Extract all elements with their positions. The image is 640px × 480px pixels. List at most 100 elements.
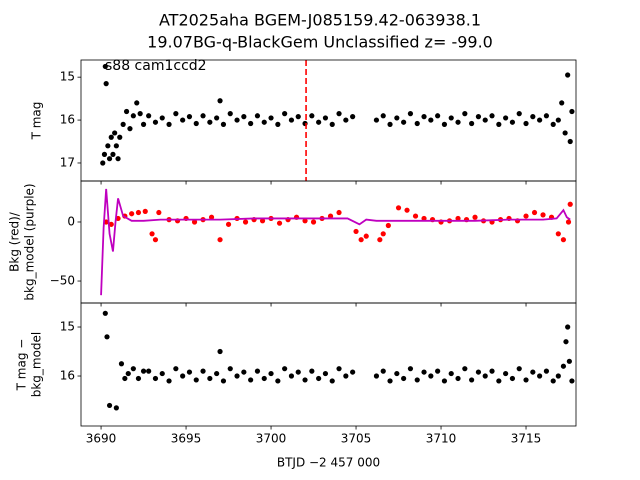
point xyxy=(377,237,383,243)
y-tick-label: 15 xyxy=(60,70,75,84)
point xyxy=(193,120,199,127)
point xyxy=(380,113,386,119)
point xyxy=(259,218,266,224)
point xyxy=(523,213,529,219)
point xyxy=(380,368,386,374)
point xyxy=(118,361,125,367)
point xyxy=(275,378,281,384)
point xyxy=(401,119,407,125)
point xyxy=(146,368,152,374)
y-tick-label: −50 xyxy=(50,274,75,288)
point xyxy=(555,231,561,237)
point xyxy=(566,358,572,364)
point xyxy=(302,218,308,224)
point xyxy=(261,375,267,382)
point xyxy=(394,370,400,377)
point xyxy=(130,366,136,372)
point xyxy=(242,219,249,225)
point xyxy=(309,368,315,374)
plot-area xyxy=(102,310,575,411)
y-axis-label: T mag − xyxy=(15,339,29,392)
point xyxy=(503,115,509,121)
point xyxy=(227,366,233,372)
point xyxy=(166,378,172,384)
point xyxy=(129,211,135,217)
y-axis-label: T mag xyxy=(30,102,44,141)
point xyxy=(353,228,359,235)
point xyxy=(316,375,322,382)
point xyxy=(336,366,342,372)
point xyxy=(329,121,335,127)
point xyxy=(120,121,126,127)
point xyxy=(343,117,349,123)
point xyxy=(102,63,108,70)
point xyxy=(555,373,561,379)
point xyxy=(217,98,223,104)
point xyxy=(186,114,193,120)
point xyxy=(441,121,448,127)
point xyxy=(455,375,461,382)
point xyxy=(207,375,213,382)
point xyxy=(482,117,488,123)
point xyxy=(482,373,488,379)
x-axis-label: BTJD −2 457 000 xyxy=(277,456,380,470)
point xyxy=(395,205,402,211)
point xyxy=(248,377,254,383)
point xyxy=(225,221,232,227)
point xyxy=(217,237,223,243)
chart-subtitle: 19.07BG-q-BlackGem Unclassified z= -99.0 xyxy=(147,33,493,52)
point xyxy=(469,377,475,383)
point xyxy=(309,113,315,119)
x-tick-label: 3690 xyxy=(86,432,117,446)
point xyxy=(288,117,295,123)
plot-area xyxy=(100,60,575,181)
point xyxy=(101,151,108,157)
point xyxy=(412,213,419,219)
point xyxy=(503,370,509,377)
point xyxy=(562,130,568,136)
point xyxy=(227,111,233,117)
point xyxy=(103,80,109,87)
point xyxy=(302,120,308,127)
point xyxy=(385,222,391,229)
point xyxy=(241,114,247,120)
point xyxy=(329,378,335,384)
point xyxy=(475,369,482,375)
annotation: s88 cam1ccd2 xyxy=(105,58,207,74)
point xyxy=(358,237,364,243)
point xyxy=(125,370,131,377)
point xyxy=(555,117,561,123)
point xyxy=(407,366,414,372)
point xyxy=(310,219,317,225)
point xyxy=(275,121,281,127)
point xyxy=(186,369,193,375)
point xyxy=(122,375,128,382)
point xyxy=(565,72,571,78)
point xyxy=(407,111,414,117)
point xyxy=(152,375,159,382)
point xyxy=(110,151,116,157)
point xyxy=(276,220,283,226)
y-tick-label: 16 xyxy=(60,369,75,383)
point xyxy=(560,363,567,369)
x-tick-label: 3700 xyxy=(256,432,287,446)
point xyxy=(421,215,427,222)
chart-title: AT2025aha BGEM-J085159.42-063938.1 xyxy=(159,11,481,30)
point xyxy=(100,160,106,166)
point xyxy=(123,108,130,115)
point xyxy=(117,134,123,140)
point xyxy=(302,377,308,383)
point xyxy=(282,111,288,117)
point xyxy=(563,339,569,345)
point xyxy=(404,207,410,213)
point xyxy=(146,113,152,119)
y-tick-label: 15 xyxy=(60,320,75,334)
point xyxy=(127,126,133,132)
point xyxy=(112,130,118,136)
point xyxy=(469,120,475,127)
point xyxy=(140,121,147,127)
x-tick-label: 3695 xyxy=(171,432,202,446)
point xyxy=(282,366,288,372)
point xyxy=(530,369,536,375)
